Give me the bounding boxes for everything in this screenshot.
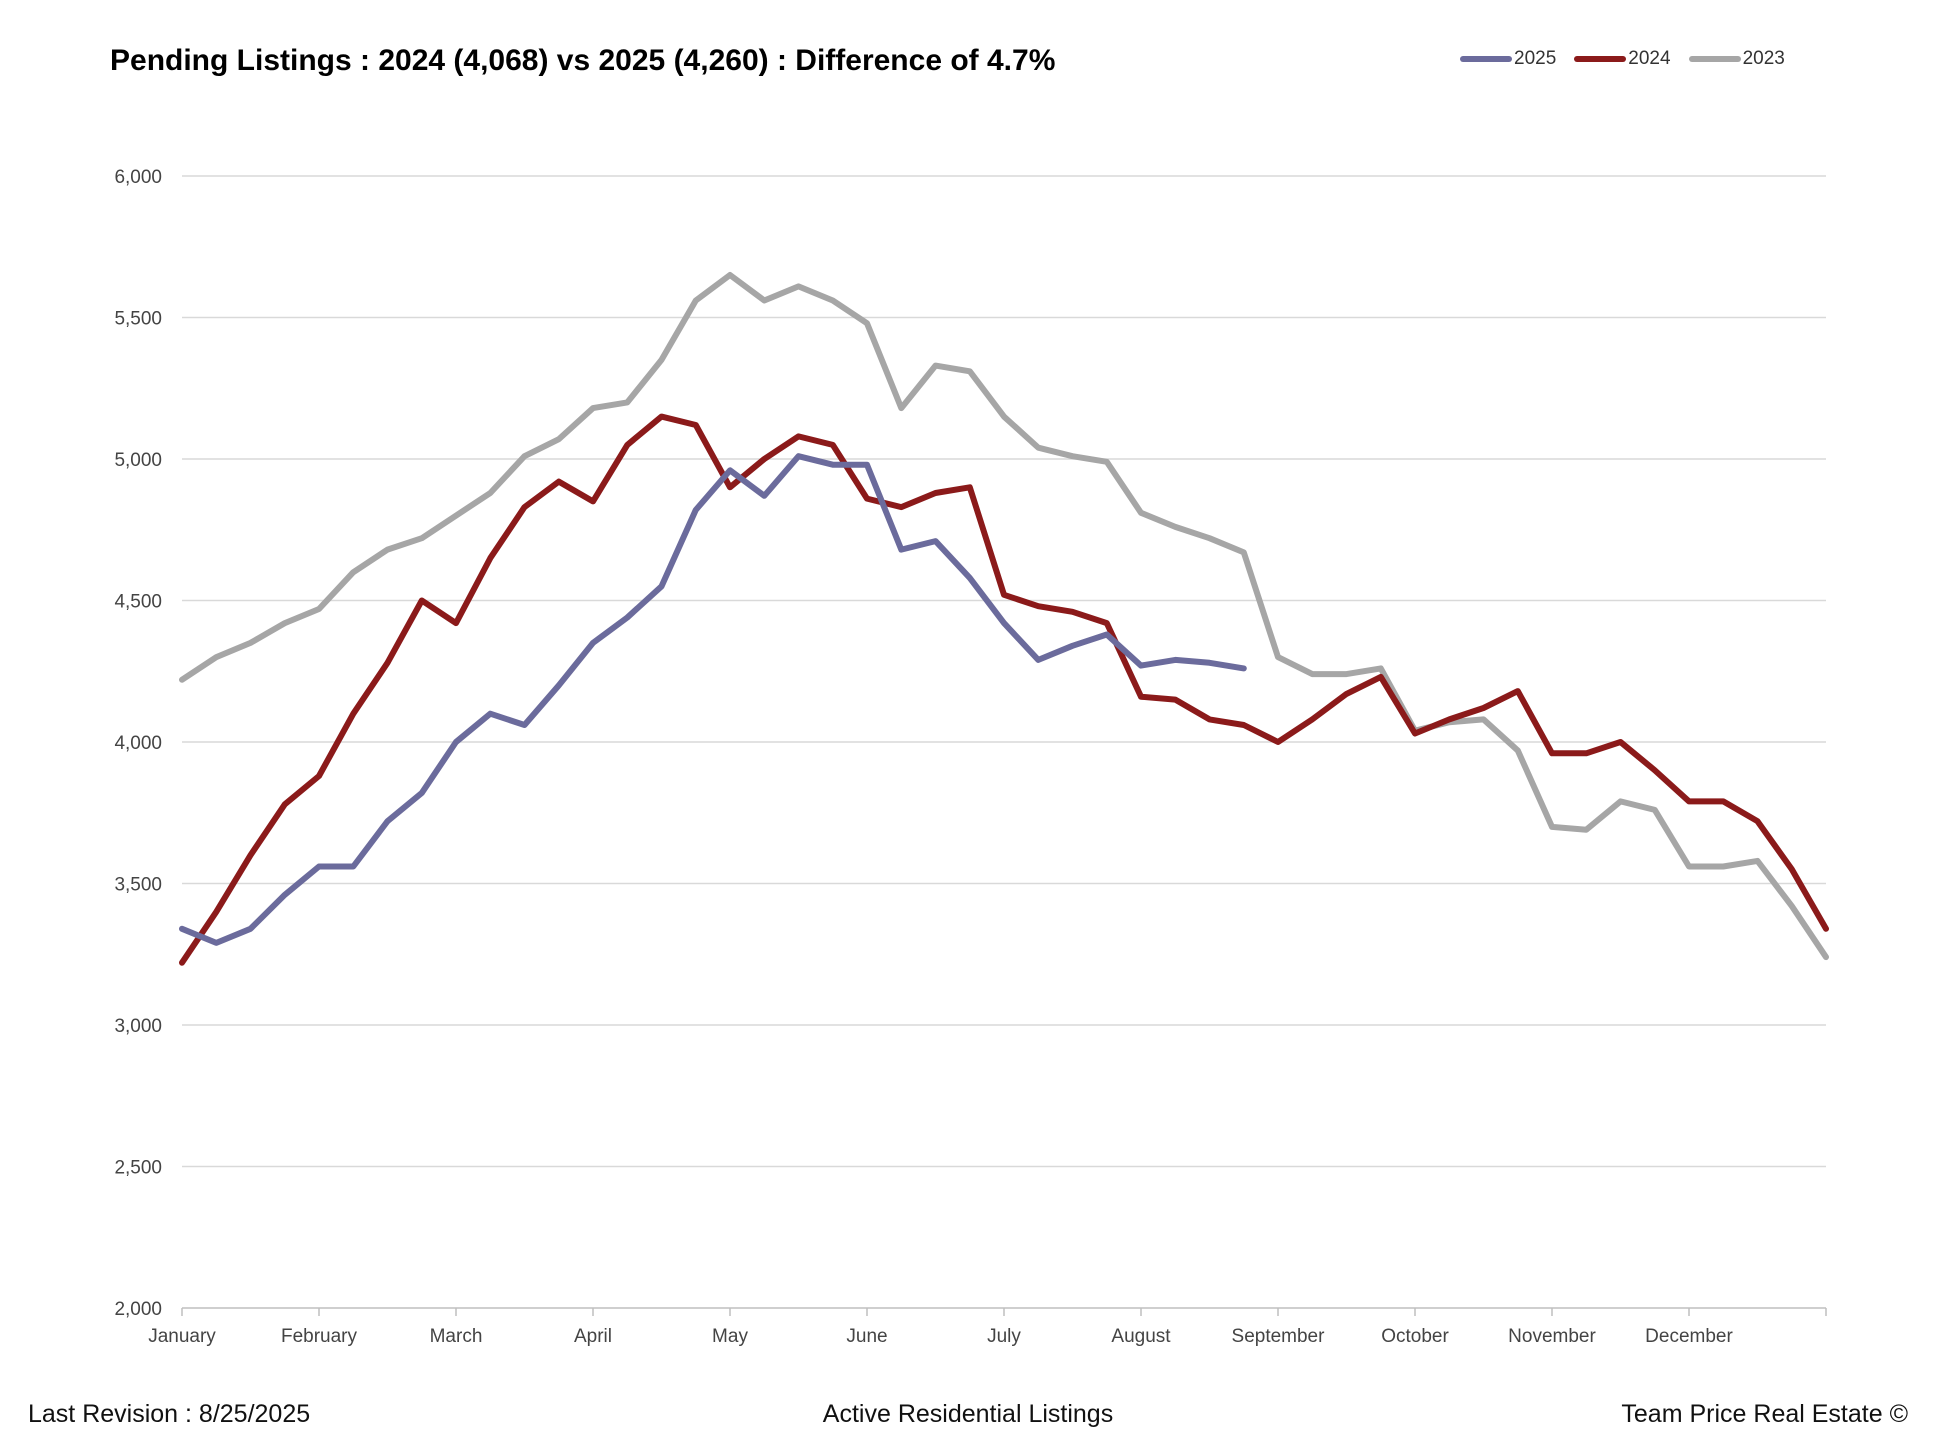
legend-swatch-2025	[1460, 56, 1512, 62]
x-tick-label-9: October	[1381, 1326, 1449, 1347]
x-tick-label-10: November	[1508, 1326, 1596, 1347]
chart-title: Pending Listings : 2024 (4,068) vs 2025 …	[110, 44, 1056, 77]
footer-caption: Active Residential Listings	[822, 1400, 1114, 1428]
series-line-2025	[179, 453, 1247, 946]
x-tick-label-8: September	[1232, 1326, 1326, 1347]
y-tick-label-8: 6,000	[114, 167, 162, 188]
x-tick-label-2: March	[430, 1326, 483, 1347]
series-line-2024	[179, 413, 1829, 966]
legend-item-2023: 2023	[1688, 48, 1785, 70]
footer-revision-date: Last Revision : 8/25/2025	[28, 1400, 311, 1428]
x-tick-label-0: January	[148, 1326, 216, 1347]
legend-label-2023: 2023	[1742, 48, 1785, 69]
legend: 2025 2024 2023	[1460, 48, 1785, 70]
legend-item-2024: 2024	[1574, 48, 1671, 70]
y-tick-label-6: 5,000	[114, 450, 162, 471]
x-tick-label-4: May	[712, 1326, 748, 1347]
legend-label-2024: 2024	[1628, 48, 1671, 69]
x-tick-label-3: April	[574, 1326, 612, 1347]
y-tick-label-0: 2,000	[114, 1299, 162, 1320]
y-tick-label-2: 3,000	[114, 1016, 162, 1037]
series-line-2023	[179, 272, 1829, 961]
legend-swatch-2024	[1574, 56, 1627, 62]
y-tick-label-1: 2,500	[114, 1158, 162, 1179]
x-tick-label-6: July	[987, 1326, 1021, 1347]
legend-item-2025: 2025	[1460, 48, 1556, 70]
footer-copyright: Team Price Real Estate ©	[1621, 1400, 1908, 1428]
x-tick-label-5: June	[846, 1326, 887, 1347]
y-tick-label-3: 3,500	[114, 875, 162, 896]
x-tick-label-1: February	[281, 1326, 358, 1347]
x-tick-label-7: August	[1111, 1326, 1171, 1347]
y-tick-label-5: 4,500	[114, 592, 162, 613]
legend-swatch-2023	[1688, 56, 1741, 62]
y-tick-label-4: 4,000	[114, 733, 162, 754]
x-tick-label-11: December	[1645, 1326, 1733, 1347]
legend-label-2025: 2025	[1514, 48, 1557, 69]
y-tick-label-7: 5,500	[114, 309, 162, 330]
